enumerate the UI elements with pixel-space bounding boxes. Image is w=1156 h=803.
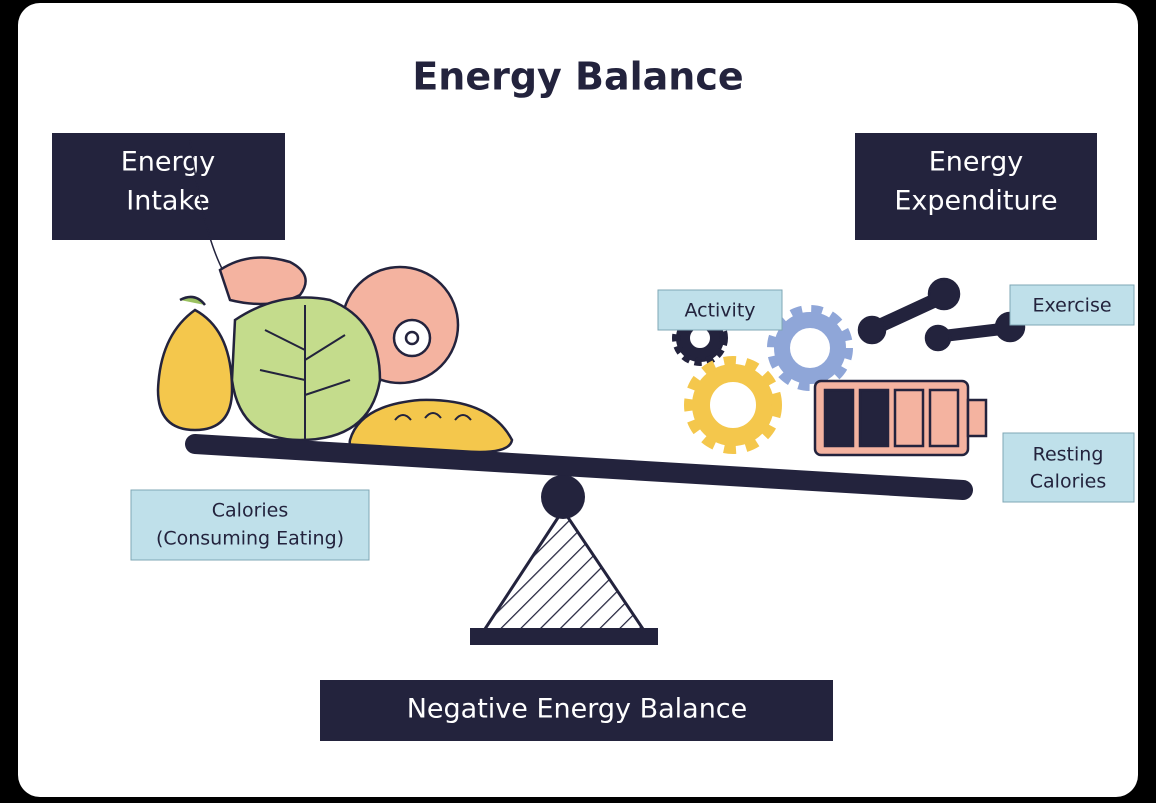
intake-label: Energy bbox=[121, 147, 216, 178]
calories-label: Calories bbox=[212, 500, 289, 522]
diagram: Energy Balance Energy Intake Energy Expe… bbox=[0, 0, 1156, 799]
resting-label: Calories bbox=[1030, 471, 1107, 493]
calories-label: (Consuming Eating) bbox=[156, 528, 344, 550]
activity-label: Activity bbox=[684, 300, 755, 322]
pivot bbox=[541, 475, 585, 519]
exercise-label: Exercise bbox=[1032, 295, 1111, 317]
page: {"title": "Energy Balance", "labels": { … bbox=[0, 0, 1156, 799]
title: Energy Balance bbox=[412, 55, 743, 99]
expenditure-label: Expenditure bbox=[894, 186, 1057, 217]
resting-label: Resting bbox=[1033, 444, 1104, 466]
base bbox=[470, 628, 658, 645]
result-label: Negative Energy Balance bbox=[407, 694, 748, 725]
expenditure-label: Energy bbox=[929, 147, 1024, 178]
intake-label: Intake bbox=[126, 186, 210, 217]
